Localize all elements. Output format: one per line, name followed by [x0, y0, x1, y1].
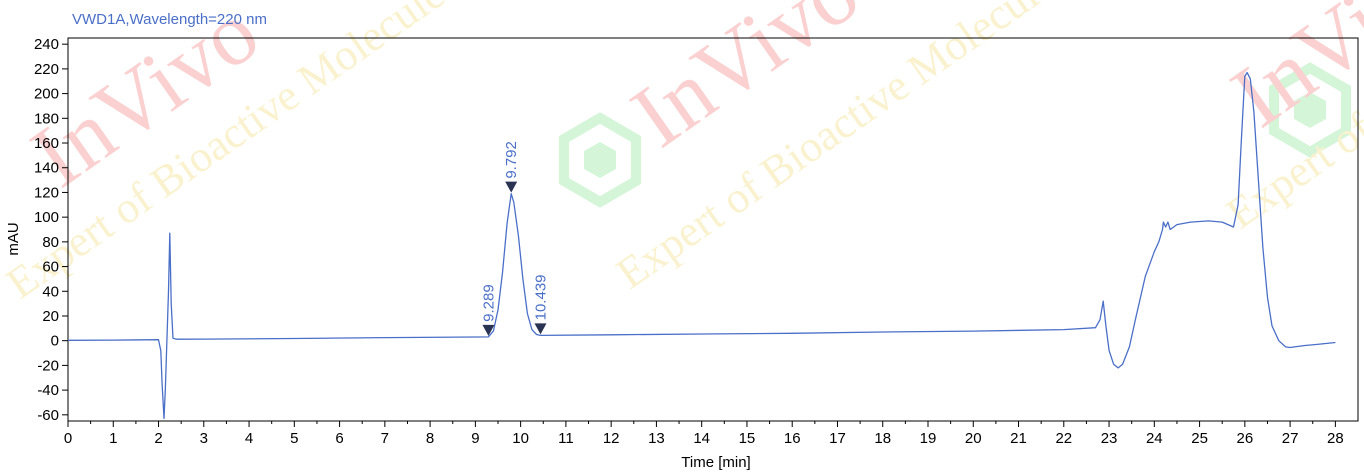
x-tick-label: 17: [829, 430, 846, 447]
x-tick-label: 19: [920, 430, 937, 447]
x-tick-label: 14: [693, 430, 710, 447]
x-tick-label: 24: [1146, 430, 1163, 447]
x-tick-label: 22: [1055, 430, 1072, 447]
x-axis: 0 1 2 3 4 5 6 7 8 9 10 11 12 13 14 15 16 17 18 19 20 21 22 23 24…: [64, 421, 1344, 447]
chart-title: VWD1A,Wavelength=220 nm: [72, 11, 267, 28]
y-tick-label: 20: [42, 308, 59, 325]
x-tick-label: 6: [335, 430, 343, 447]
x-axis-label: Time [min]: [681, 454, 750, 471]
x-tick-label: 0: [64, 430, 72, 447]
peak-label: 9.792: [503, 141, 520, 179]
y-tick-label: -60: [37, 407, 59, 424]
y-tick-label: 200: [34, 86, 59, 103]
peak-label: 10.439: [533, 274, 550, 320]
plot-frame: [67, 37, 1359, 422]
y-tick-label: 100: [34, 209, 59, 226]
x-tick-label: 10: [512, 430, 529, 447]
x-tick-label: 15: [739, 430, 756, 447]
x-tick-label: 13: [648, 430, 665, 447]
y-tick-label: 240: [34, 36, 59, 53]
x-tick-label: 16: [784, 430, 801, 447]
x-tick-label: 25: [1191, 430, 1208, 447]
watermark-logo-right: [1269, 62, 1351, 158]
x-tick-label: 26: [1236, 430, 1253, 447]
chromatogram-line: [67, 71, 1336, 420]
x-tick-label: 11: [558, 430, 574, 447]
x-tick-label: 3: [200, 430, 208, 447]
y-tick-label: 140: [34, 160, 59, 177]
peak-marker: [505, 181, 518, 193]
x-tick-label: 5: [290, 430, 298, 447]
x-tick-label: 7: [381, 430, 389, 447]
y-tick-label: 160: [34, 135, 59, 152]
peak-marker: [482, 324, 495, 336]
y-tick-label: 120: [34, 184, 59, 201]
y-tick-label: 220: [34, 61, 59, 78]
y-tick-label: 40: [42, 283, 59, 300]
series-layer: [67, 71, 1336, 420]
y-tick-label: 180: [34, 110, 59, 127]
watermark: InVivo InVivo InVivo Expert of Bioactive…: [0, 0, 1364, 308]
y-axis: -60 -40 -20 0 20 40 60 80 100 120 140 160 180 200 220 2…: [34, 36, 68, 424]
x-tick-label: 28: [1327, 430, 1344, 447]
y-tick-label: -40: [37, 382, 59, 399]
x-tick-label: 23: [1101, 430, 1118, 447]
x-tick-label: 27: [1282, 430, 1299, 447]
x-tick-label: 9: [471, 430, 479, 447]
x-tick-label: 21: [1010, 430, 1027, 447]
y-tick-label: -20: [37, 357, 59, 374]
x-tick-label: 8: [426, 430, 434, 447]
x-tick-label: 20: [965, 430, 982, 447]
x-tick-label: 12: [603, 430, 620, 447]
x-tick-label: 1: [109, 430, 117, 447]
peak-label: 9.289: [480, 284, 497, 322]
y-tick-label: 60: [42, 259, 59, 276]
peak-annotations: 9.289 9.792 10.439: [480, 141, 550, 336]
x-tick-label: 18: [874, 430, 891, 447]
y-axis-label: mAU: [5, 222, 22, 255]
y-tick-label: 0: [51, 333, 59, 350]
peak-marker: [534, 323, 547, 335]
y-tick-label: 80: [42, 234, 59, 251]
x-tick-label: 2: [154, 430, 162, 447]
watermark-logo-left: [559, 112, 641, 208]
x-tick-label: 4: [245, 430, 253, 447]
